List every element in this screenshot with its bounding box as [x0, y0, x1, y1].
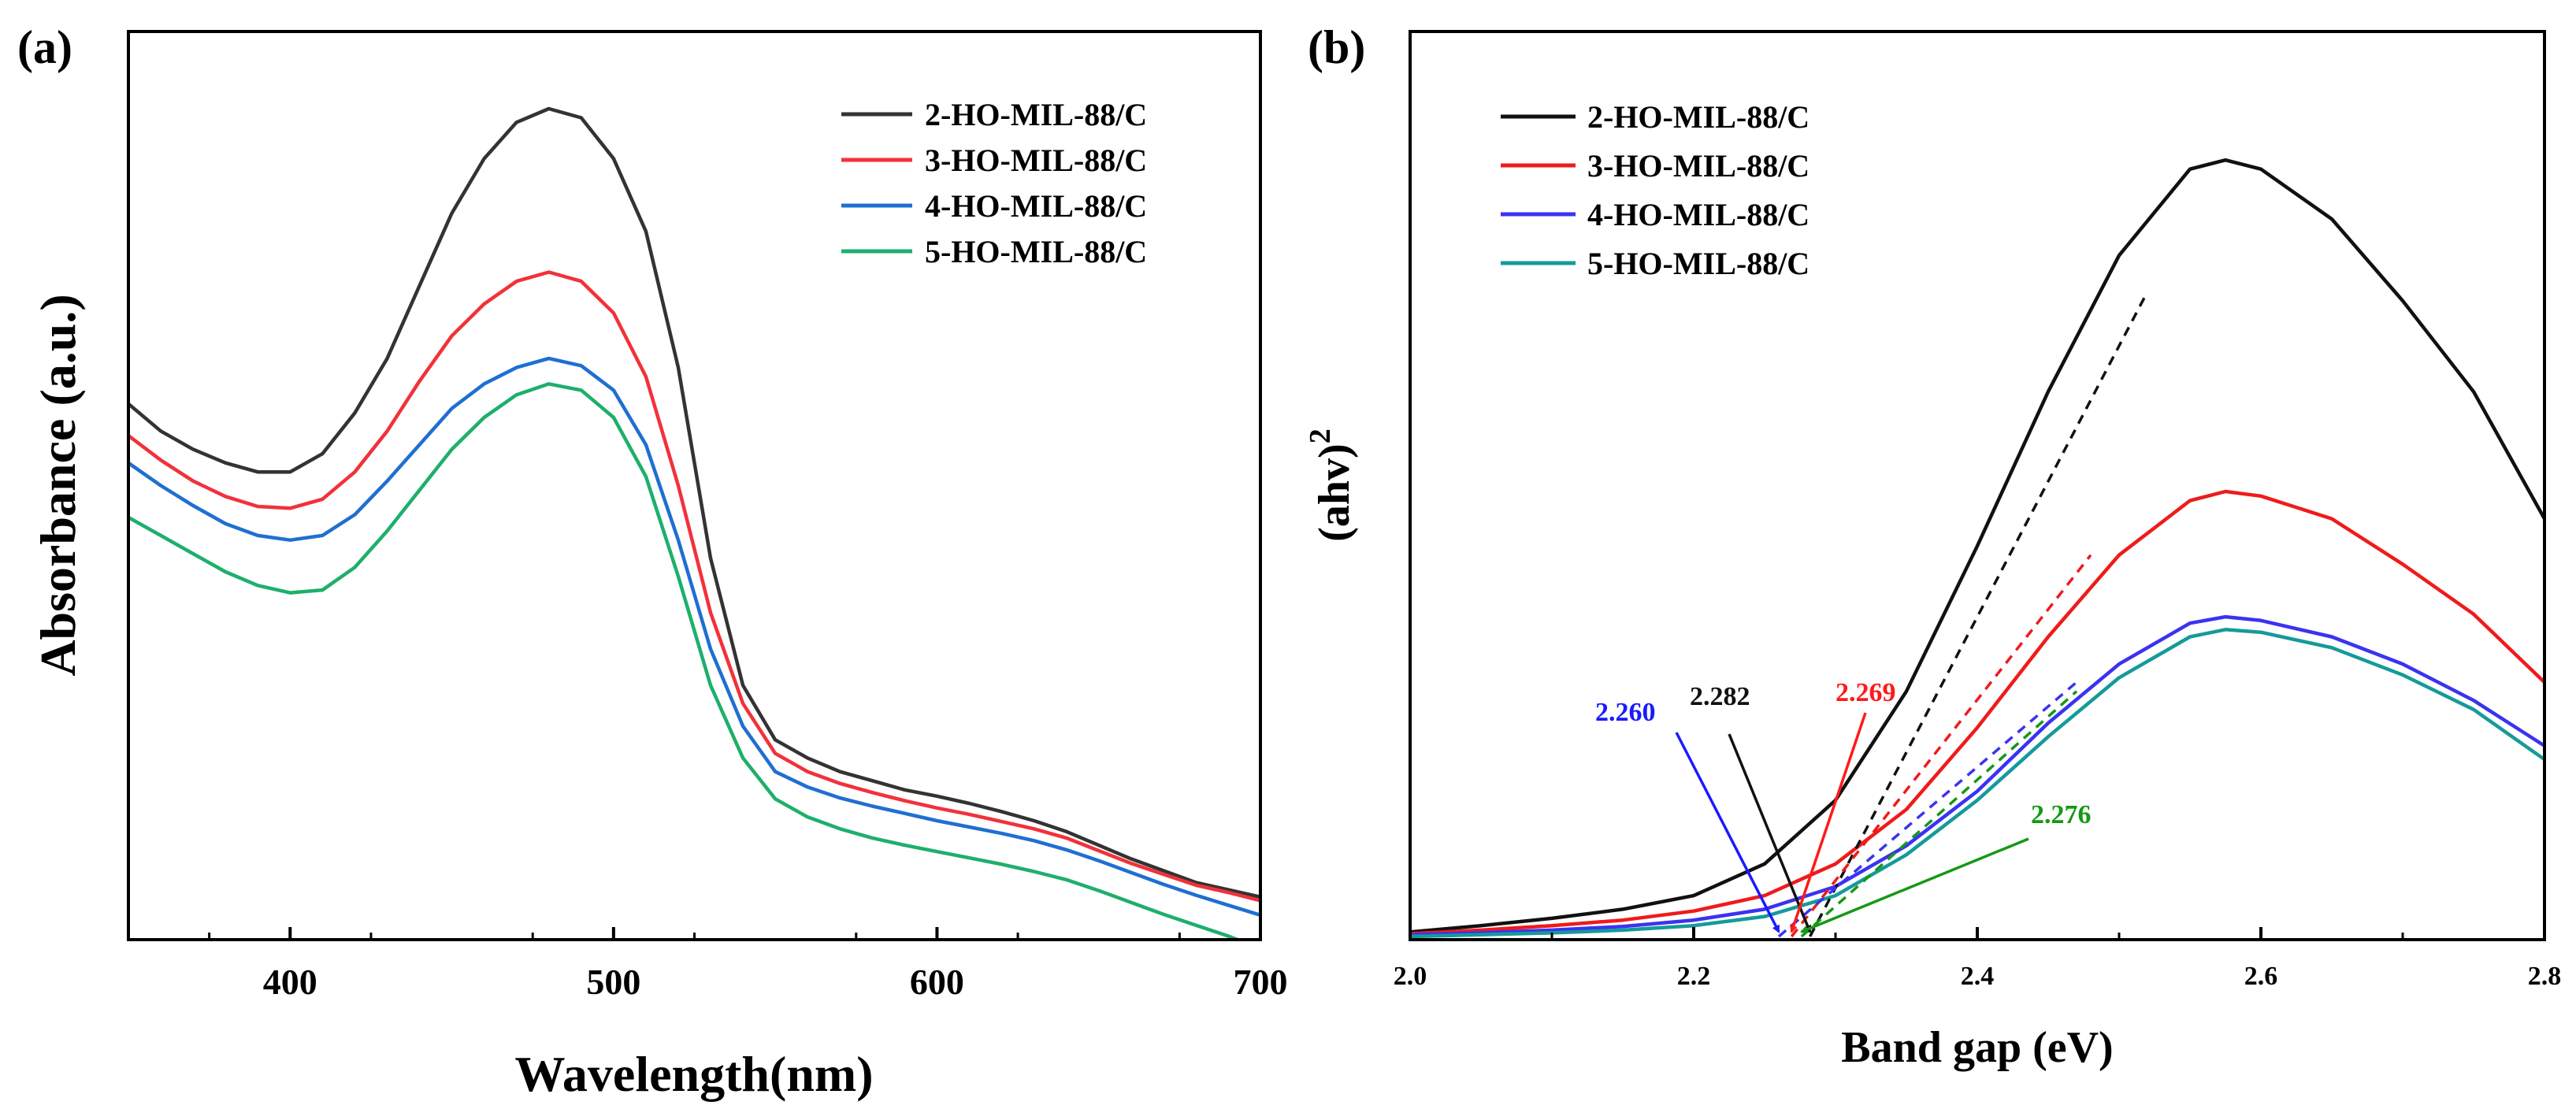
legend-a: 2-HO-MIL-88/C 3-HO-MIL-88/C 4-HO-MIL-88/C 5… [841, 97, 1147, 269]
ylabel-a: Absorbance (a.u.) [30, 294, 86, 676]
annotation-arrow-1 [1728, 733, 1812, 933]
tangent-line-0 [1809, 291, 2149, 937]
series-b-line-3 [1410, 489, 2544, 936]
xtick-a-label-0: 400 [263, 962, 317, 1002]
plot-b-frame [1409, 30, 2546, 941]
series-b-line-2 [1410, 158, 2544, 934]
legend-a-label-4: 4-HO-MIL-88/C [925, 188, 1147, 224]
xtick-b-label-4: 2.8 [2528, 962, 2562, 991]
xtick-b-label-3: 2.6 [2244, 962, 2278, 991]
xtick-b-label-1: 2.2 [1677, 962, 1711, 991]
annotation-label-1: 2.282 [1690, 682, 1750, 711]
legend-b-label-4: 4-HO-MIL-88/C [1587, 197, 1810, 232]
series-a-line-5 [128, 382, 1242, 940]
annotation-label-0: 2.260 [1595, 698, 1656, 727]
xtick-b-label-0: 2.0 [1394, 962, 1427, 991]
ylabel-b: (ahv)2 [1304, 428, 1359, 541]
xtick-a-label-1: 500 [586, 962, 640, 1002]
series-a-line-4 [128, 356, 1260, 918]
panel-b: 2.260 2.282 2.269 2.276 2.0 2.2 2.4 2.6 2.8 Ban… [1304, 30, 2562, 1072]
ylabel-b-base: (ahv) [1310, 443, 1359, 541]
legend-b-label-3: 3-HO-MIL-88/C [1587, 148, 1810, 184]
series-b-line-5 [1410, 628, 2544, 939]
xtick-a-label-3: 700 [1234, 962, 1288, 1002]
annotation-arrow-3 [1799, 837, 2029, 933]
xlabel-b: Band gap (eV) [1841, 1023, 2113, 1072]
panel-b-label: (b) [1308, 21, 1365, 73]
annotation-arrow-0 [1675, 732, 1780, 933]
xlabel-a: Wavelength(nm) [514, 1046, 873, 1102]
series-b-line-4 [1410, 614, 2544, 937]
annotation-label-3: 2.276 [2031, 800, 2092, 829]
legend-b-label-5: 5-HO-MIL-88/C [1587, 246, 1810, 281]
ylabel-b-sup: 2 [1304, 428, 1337, 443]
xtick-a-label-2: 600 [910, 962, 964, 1002]
xtick-b-label-2: 2.4 [1961, 962, 1995, 991]
legend-a-label-5: 5-HO-MIL-88/C [925, 234, 1147, 269]
series-a-line-3 [128, 270, 1260, 903]
tangent-line-3 [1800, 690, 2078, 938]
legend-a-label-3: 3-HO-MIL-88/C [925, 143, 1147, 178]
annotation-label-2: 2.269 [1835, 678, 1896, 707]
panel-a-label: (a) [17, 21, 72, 73]
legend-b-label-2: 2-HO-MIL-88/C [1587, 99, 1810, 135]
legend-b: 2-HO-MIL-88/C 3-HO-MIL-88/C 4-HO-MIL-88/C 5… [1501, 99, 1810, 281]
panel-a: 400 500 600 700 Wavelength(nm) Absorbance (… [30, 30, 1288, 1102]
legend-a-label-2: 2-HO-MIL-88/C [925, 97, 1147, 132]
tangent-line-1 [1790, 554, 2092, 938]
annotation-arrow-2 [1790, 712, 1867, 933]
series-a-line-2 [128, 106, 1260, 899]
